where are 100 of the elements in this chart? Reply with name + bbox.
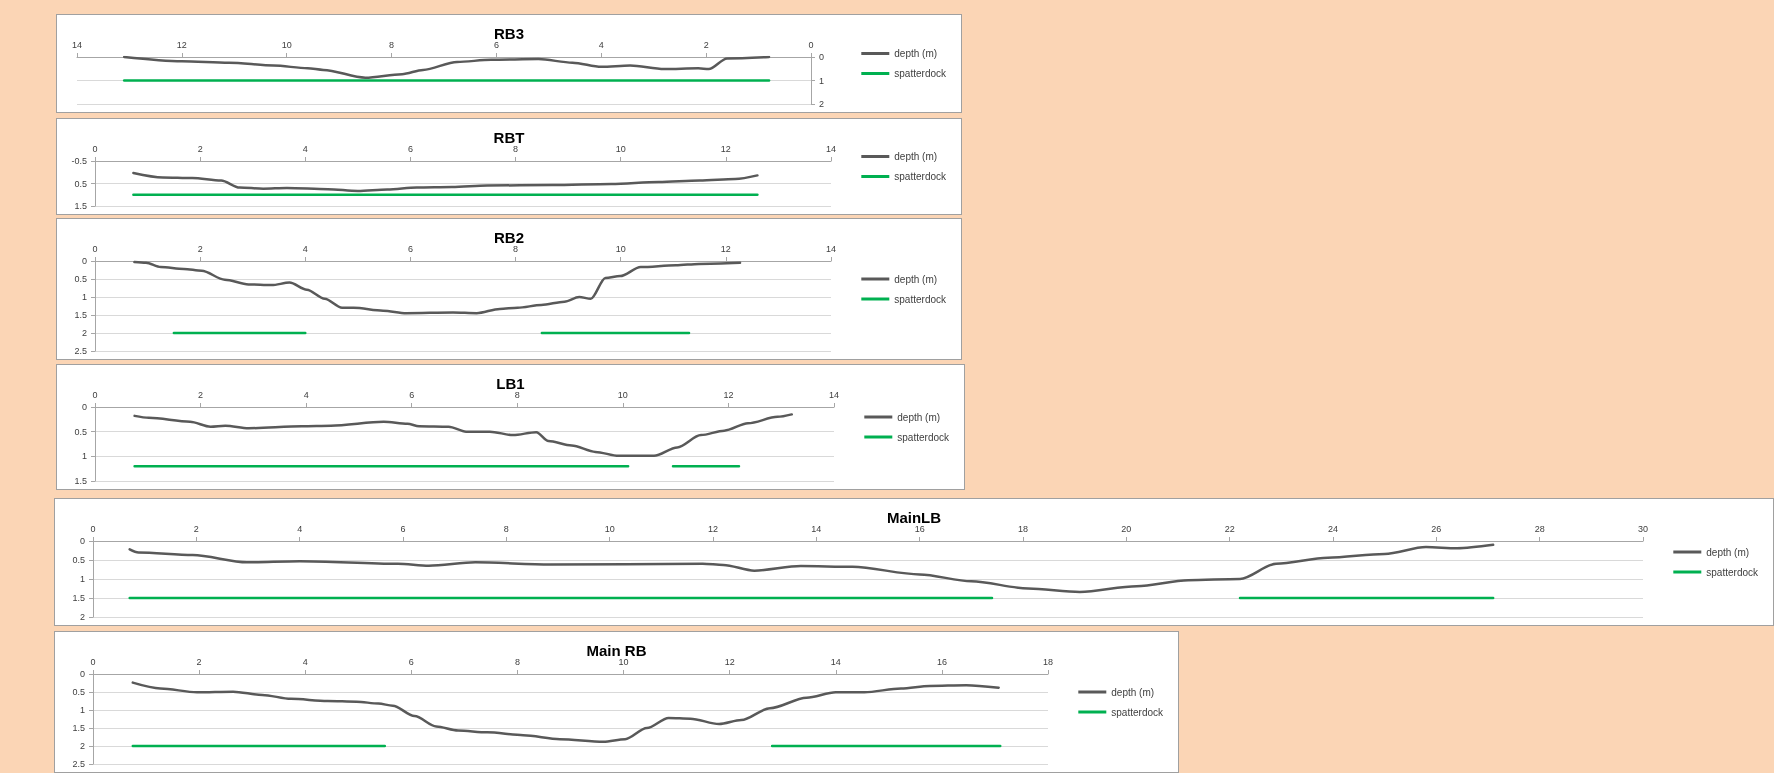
legend-label: spatterdock (1111, 706, 1164, 718)
legend-label: depth (m) (1111, 686, 1155, 698)
x-tick-label: 24 (1327, 523, 1339, 534)
legend-label: depth (m) (894, 48, 938, 59)
y-tick-label: 1 (79, 574, 85, 584)
x-tick-label: 0 (92, 389, 98, 400)
y-tick-label: 0 (81, 256, 87, 266)
x-tick-label: 8 (514, 656, 520, 667)
line-series (133, 260, 742, 315)
legend-label: spatterdock (1706, 566, 1759, 578)
y-tick-label: 0 (79, 669, 85, 679)
x-tick-label: 8 (389, 39, 395, 50)
x-tick-label: 18 (1017, 523, 1029, 534)
y-tick-label: 0.5 (74, 426, 87, 437)
x-tick-label: 10 (281, 39, 292, 50)
legend-label: depth (m) (894, 151, 938, 162)
x-tick-label: 6 (409, 389, 415, 400)
y-tick-label: -0.5 (71, 156, 87, 166)
y-tick-label: 2.5 (74, 346, 87, 356)
x-tick-label: 4 (598, 39, 604, 50)
x-tick-label: 0 (92, 243, 98, 254)
y-tick-label: 2 (79, 612, 85, 622)
y-tick-label: 1 (79, 705, 85, 715)
x-tick-label: 6 (407, 143, 413, 154)
x-tick-label: 12 (723, 389, 734, 400)
x-tick-label: 6 (408, 656, 414, 667)
x-tick-label: 20 (1121, 523, 1132, 534)
x-tick-label: 14 (830, 656, 841, 667)
x-tick-label: 10 (618, 656, 629, 667)
y-tick-label: 1.5 (74, 476, 87, 486)
line-series (128, 543, 1495, 594)
line-series (133, 413, 794, 458)
x-tick-label: 18 (1042, 656, 1054, 667)
legend-label: spatterdock (894, 293, 947, 305)
x-tick-label: 2 (197, 143, 203, 154)
x-tick-label: 10 (615, 243, 626, 254)
y-tick-label: 0 (819, 52, 825, 62)
x-tick-label: 4 (303, 389, 309, 400)
line-series (132, 171, 759, 193)
x-tick-label: 14 (828, 389, 840, 400)
x-tick-label: 2 (197, 243, 203, 254)
x-tick-label: 30 (1637, 523, 1649, 534)
x-tick-label: 8 (513, 243, 519, 254)
x-tick-label: 4 (297, 523, 303, 534)
y-tick-label: 2 (81, 328, 87, 338)
y-tick-label: 0.5 (74, 178, 87, 189)
legend-label: spatterdock (897, 431, 950, 443)
x-tick-label: 2 (198, 389, 204, 400)
x-tick-label: 12 (707, 523, 719, 534)
x-tick-label: 2 (196, 656, 202, 667)
y-tick-label: 1 (81, 451, 87, 462)
chart-title: Main RB (586, 642, 647, 659)
x-tick-label: 12 (720, 143, 731, 154)
y-tick-label: 0 (81, 402, 87, 412)
x-tick-label: 8 (513, 143, 519, 154)
x-tick-label: 14 (71, 39, 83, 50)
x-tick-label: 14 (825, 143, 837, 154)
legend-label: depth (m) (897, 411, 941, 423)
x-tick-label: 10 (604, 523, 615, 534)
y-tick-label: 1.5 (72, 593, 85, 603)
y-tick-label: 0 (79, 536, 85, 546)
y-tick-label: 2.5 (72, 759, 85, 769)
x-tick-label: 4 (302, 243, 308, 254)
y-tick-label: 1 (81, 292, 87, 302)
chart-title: RB3 (493, 25, 525, 42)
y-tick-label: 2 (819, 99, 825, 109)
x-tick-label: 10 (615, 143, 626, 154)
x-tick-label: 28 (1534, 523, 1545, 534)
x-tick-label: 16 (936, 656, 947, 667)
legend-label: spatterdock (894, 68, 947, 79)
chart-title: RBT (493, 129, 525, 146)
x-tick-label: 0 (90, 523, 96, 534)
y-tick-label: 1.5 (74, 310, 87, 320)
x-tick-label: 12 (724, 656, 735, 667)
y-tick-label: 0.5 (74, 274, 87, 284)
y-tick-label: 1.5 (72, 723, 85, 733)
x-tick-label: 6 (493, 39, 499, 50)
x-tick-label: 10 (617, 389, 628, 400)
legend-label: depth (m) (1706, 546, 1750, 558)
y-tick-label: 2 (79, 741, 85, 751)
y-tick-label: 1 (819, 75, 825, 86)
legend-label: spatterdock (894, 171, 947, 182)
line-series (131, 681, 1000, 743)
x-tick-label: 12 (720, 243, 731, 254)
x-tick-label: 2 (703, 39, 709, 50)
x-tick-label: 0 (90, 656, 96, 667)
y-tick-label: 0.5 (72, 555, 85, 565)
x-tick-label: 6 (407, 243, 413, 254)
x-tick-label: 0 (92, 143, 98, 154)
x-tick-label: 2 (193, 523, 199, 534)
x-tick-label: 22 (1224, 523, 1235, 534)
legend-label: depth (m) (894, 273, 938, 285)
x-tick-label: 16 (914, 523, 925, 534)
chart-title: LB1 (496, 375, 525, 392)
x-tick-label: 6 (400, 523, 406, 534)
x-tick-label: 8 (503, 523, 509, 534)
x-tick-label: 26 (1431, 523, 1442, 534)
y-tick-label: 1.5 (74, 201, 87, 211)
x-tick-label: 12 (176, 39, 187, 50)
x-tick-label: 8 (514, 389, 520, 400)
